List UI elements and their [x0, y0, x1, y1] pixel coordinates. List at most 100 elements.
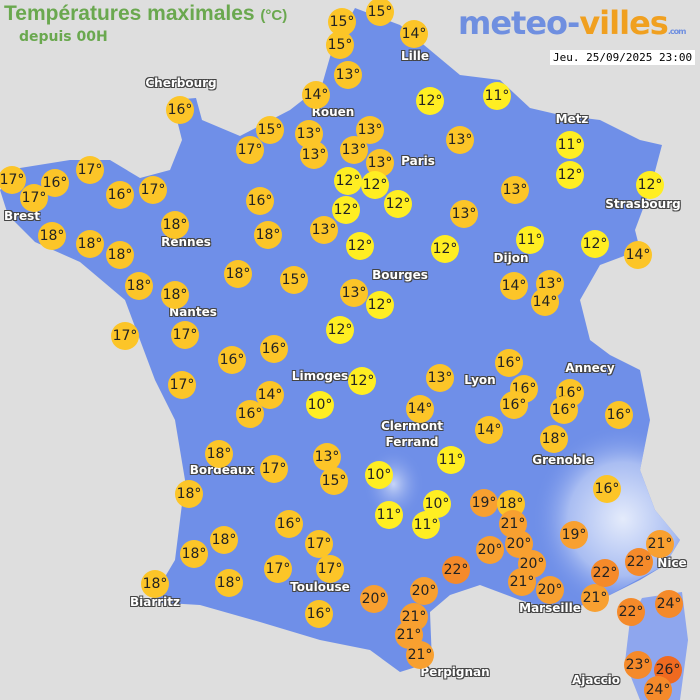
temperature-marker: 12° — [332, 196, 360, 224]
temperature-marker: 14° — [500, 272, 528, 300]
temperature-marker: 17° — [111, 322, 139, 350]
city-label: Grenoble — [532, 453, 594, 467]
temperature-marker: 17° — [76, 156, 104, 184]
city-label: Perpignan — [420, 665, 490, 679]
temperature-marker: 12° — [431, 235, 459, 263]
temperature-marker: 20° — [536, 576, 564, 604]
temperature-marker: 22° — [591, 559, 619, 587]
temperature-marker: 18° — [76, 230, 104, 258]
temperature-marker: 18° — [215, 569, 243, 597]
title-unit: (°C) — [260, 7, 288, 24]
temperature-marker: 26° — [654, 656, 682, 684]
temperature-marker: 17° — [139, 176, 167, 204]
temperature-marker: 12° — [346, 232, 374, 260]
city-label: Cherbourg — [145, 76, 217, 90]
temperature-marker: 14° — [400, 20, 428, 48]
temperature-marker: 16° — [106, 181, 134, 209]
datetime-label: Jeu. 25/09/2025 23:00 — [550, 50, 696, 65]
temperature-marker: 18° — [161, 211, 189, 239]
temperature-marker: 13° — [450, 200, 478, 228]
city-label: Bourges — [372, 268, 428, 282]
temperature-marker: 14° — [475, 416, 503, 444]
temperature-marker: 23° — [624, 651, 652, 679]
temperature-marker: 11° — [375, 501, 403, 529]
temperature-marker: 16° — [166, 96, 194, 124]
city-label: Nice — [657, 556, 687, 570]
city-label: Nantes — [169, 305, 217, 319]
temperature-marker: 13° — [501, 176, 529, 204]
city-label: Ajaccio — [571, 673, 621, 687]
temperature-marker: 18° — [210, 526, 238, 554]
logo-part: villes — [579, 4, 669, 42]
temperature-marker: 15° — [366, 0, 394, 26]
city-label: Metz — [555, 112, 589, 126]
temperature-marker: 14° — [406, 395, 434, 423]
temperature-marker: 16° — [593, 475, 621, 503]
city-label: Annecy — [565, 361, 615, 375]
temperature-marker: 10° — [306, 391, 334, 419]
temperature-marker: 12° — [334, 167, 362, 195]
temperature-marker: 13° — [536, 270, 564, 298]
temperature-marker: 13° — [426, 364, 454, 392]
city-label: Brest — [3, 209, 41, 223]
temperature-marker: 12° — [636, 171, 664, 199]
temperature-marker: 18° — [180, 540, 208, 568]
temperature-marker: 15° — [326, 31, 354, 59]
temperature-marker: 17° — [260, 455, 288, 483]
temperature-marker: 24° — [644, 676, 672, 700]
temperature-marker: 13° — [334, 61, 362, 89]
temperature-marker: 18° — [161, 281, 189, 309]
temperature-marker: 18° — [38, 222, 66, 250]
city-label: Rouen — [311, 105, 355, 119]
temperature-marker: 11° — [437, 446, 465, 474]
temperature-marker: 11° — [516, 226, 544, 254]
temperature-marker: 20° — [360, 585, 388, 613]
city-label: Lyon — [464, 373, 496, 387]
city-label: Lille — [400, 49, 430, 63]
temperature-marker: 15° — [328, 8, 356, 36]
temperature-marker: 18° — [224, 260, 252, 288]
temperature-marker: 11° — [556, 131, 584, 159]
temperature-marker: 18° — [205, 440, 233, 468]
temperature-marker: 22° — [617, 598, 645, 626]
city-label: Limoges — [291, 369, 349, 383]
temperature-marker: 20° — [410, 577, 438, 605]
temperature-marker: 12° — [361, 171, 389, 199]
city-label: Strasbourg — [605, 197, 681, 211]
logo: meteo-villes.com — [458, 4, 687, 42]
temperature-marker: 21° — [508, 568, 536, 596]
temperature-marker: 12° — [348, 367, 376, 395]
city-label: Clermont — [380, 419, 444, 433]
temperature-marker: 18° — [254, 221, 282, 249]
temperature-marker: 15° — [320, 467, 348, 495]
temperature-marker: 16° — [218, 346, 246, 374]
city-label: Biarritz — [129, 595, 181, 609]
temperature-marker: 14° — [624, 241, 652, 269]
temperature-marker: 16° — [246, 187, 274, 215]
temperature-marker: 12° — [556, 161, 584, 189]
temperature-marker: 13° — [313, 443, 341, 471]
temperature-marker: 17° — [20, 184, 48, 212]
temperature-marker: 19° — [470, 489, 498, 517]
temperature-marker: 12° — [581, 230, 609, 258]
temperature-marker: 17° — [171, 321, 199, 349]
temperature-marker: 18° — [141, 570, 169, 598]
temperature-marker: 17° — [316, 555, 344, 583]
title-text: Températures maximales — [4, 2, 255, 25]
temperature-marker: 14° — [256, 381, 284, 409]
temperature-marker: 16° — [275, 510, 303, 538]
temperature-marker: 16° — [260, 335, 288, 363]
temperature-marker: 16° — [305, 600, 333, 628]
city-label: Paris — [401, 154, 435, 168]
temperature-marker: 16° — [605, 401, 633, 429]
logo-part: .com — [667, 27, 687, 36]
map-subtitle: depuis 00H — [19, 29, 108, 45]
temperature-marker: 11° — [483, 82, 511, 110]
temperature-marker: 14° — [302, 81, 330, 109]
temperature-marker: 12° — [326, 316, 354, 344]
temperature-marker: 20° — [505, 530, 533, 558]
temperature-marker: 18° — [540, 425, 568, 453]
city-label: Marseille — [519, 601, 581, 615]
city-label: Toulouse — [290, 580, 350, 594]
